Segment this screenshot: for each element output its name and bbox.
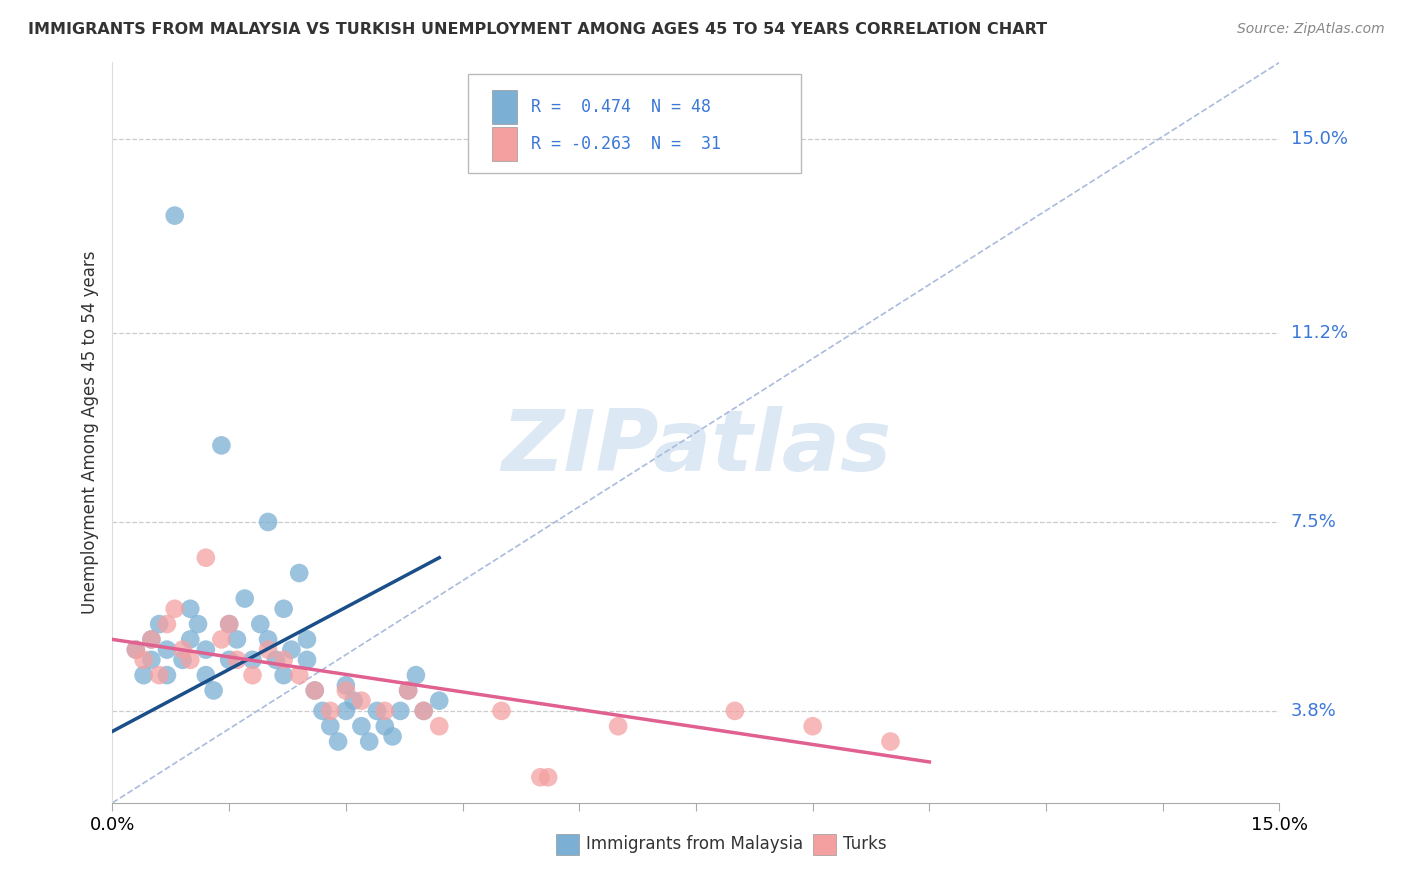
Point	[273, 653, 295, 667]
Point	[218, 653, 240, 667]
Point	[304, 683, 326, 698]
Bar	[555, 834, 579, 855]
Bar	[492, 128, 517, 161]
Point	[257, 515, 280, 529]
Point	[194, 550, 217, 565]
Point	[366, 704, 388, 718]
Point	[359, 734, 381, 748]
FancyBboxPatch shape	[468, 73, 801, 173]
Bar	[813, 834, 837, 855]
Point	[132, 653, 155, 667]
Point	[295, 632, 318, 647]
Point	[350, 694, 373, 708]
Point	[242, 653, 264, 667]
Point	[141, 632, 163, 647]
Point	[396, 683, 419, 698]
Point	[209, 632, 232, 647]
Point	[257, 642, 280, 657]
Text: R = -0.263  N =  31: R = -0.263 N = 31	[531, 135, 721, 153]
Point	[607, 719, 630, 733]
Point	[381, 730, 404, 744]
Point	[412, 704, 434, 718]
Text: 7.5%: 7.5%	[1291, 513, 1337, 531]
Text: 11.2%: 11.2%	[1291, 324, 1348, 342]
Point	[249, 617, 271, 632]
Text: 3.8%: 3.8%	[1291, 702, 1336, 720]
Point	[257, 632, 280, 647]
Point	[295, 653, 318, 667]
Point	[179, 632, 201, 647]
Point	[389, 704, 412, 718]
Text: 15.0%: 15.0%	[1291, 130, 1347, 148]
Point	[172, 653, 194, 667]
Point	[491, 704, 513, 718]
Point	[801, 719, 824, 733]
Point	[141, 632, 163, 647]
Point	[242, 668, 264, 682]
Point	[396, 683, 419, 698]
Text: Source: ZipAtlas.com: Source: ZipAtlas.com	[1237, 22, 1385, 37]
Point	[335, 704, 357, 718]
Point	[148, 617, 170, 632]
Point	[125, 642, 148, 657]
Point	[374, 704, 396, 718]
Point	[163, 209, 186, 223]
Point	[202, 683, 225, 698]
Point	[273, 601, 295, 615]
Text: ZIPatlas: ZIPatlas	[501, 406, 891, 489]
Point	[156, 617, 179, 632]
Point	[233, 591, 256, 606]
Y-axis label: Unemployment Among Ages 45 to 54 years: Unemployment Among Ages 45 to 54 years	[80, 251, 98, 615]
Point	[179, 601, 201, 615]
Point	[326, 734, 349, 748]
Point	[156, 642, 179, 657]
Point	[319, 719, 342, 733]
Point	[156, 668, 179, 682]
Point	[412, 704, 434, 718]
Point	[172, 642, 194, 657]
Point	[288, 668, 311, 682]
Point	[350, 719, 373, 733]
Point	[537, 770, 560, 784]
Point	[209, 438, 232, 452]
Point	[218, 617, 240, 632]
Point	[163, 601, 186, 615]
Point	[226, 653, 249, 667]
Point	[280, 642, 302, 657]
Point	[273, 668, 295, 682]
Point	[319, 704, 342, 718]
Point	[288, 566, 311, 580]
Point	[343, 694, 366, 708]
Text: R =  0.474  N = 48: R = 0.474 N = 48	[531, 98, 711, 116]
Point	[194, 668, 217, 682]
Point	[125, 642, 148, 657]
Text: IMMIGRANTS FROM MALAYSIA VS TURKISH UNEMPLOYMENT AMONG AGES 45 TO 54 YEARS CORRE: IMMIGRANTS FROM MALAYSIA VS TURKISH UNEM…	[28, 22, 1047, 37]
Point	[187, 617, 209, 632]
Point	[335, 683, 357, 698]
Point	[374, 719, 396, 733]
Point	[879, 734, 901, 748]
Point	[427, 694, 450, 708]
Point	[179, 653, 201, 667]
Point	[405, 668, 427, 682]
Point	[529, 770, 551, 784]
Point	[148, 668, 170, 682]
Bar	[492, 90, 517, 123]
Point	[264, 653, 287, 667]
Point	[141, 653, 163, 667]
Point	[226, 632, 249, 647]
Point	[218, 617, 240, 632]
Point	[132, 668, 155, 682]
Point	[427, 719, 450, 733]
Point	[311, 704, 333, 718]
Point	[724, 704, 747, 718]
Point	[194, 642, 217, 657]
Text: Turks: Turks	[844, 835, 887, 854]
Text: Immigrants from Malaysia: Immigrants from Malaysia	[586, 835, 803, 854]
Point	[304, 683, 326, 698]
Point	[335, 678, 357, 692]
